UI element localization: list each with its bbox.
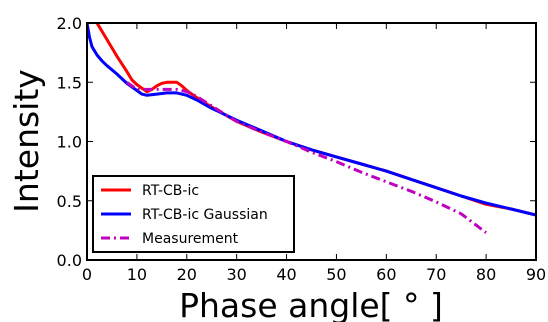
legend-label-1: RT-CB-ic bbox=[142, 183, 199, 199]
x-axis-label: Phase angle[ ° ] bbox=[179, 286, 443, 322]
x-tick-label: 40 bbox=[276, 265, 296, 284]
legend-label-3: Measurement bbox=[142, 231, 239, 247]
y-tick-label: 1.0 bbox=[57, 133, 82, 152]
x-tick-label: 70 bbox=[426, 265, 446, 284]
y-tick-label: 2.0 bbox=[57, 14, 82, 33]
series-layer bbox=[87, 23, 536, 234]
y-axis-label: Intensity bbox=[7, 69, 46, 213]
y-tick-label: 0.5 bbox=[57, 192, 82, 211]
x-tick-label: 60 bbox=[376, 265, 396, 284]
x-tick-label: 50 bbox=[326, 265, 346, 284]
x-tick-label: 0 bbox=[82, 265, 92, 284]
y-tick-label: 1.5 bbox=[57, 73, 82, 92]
legend: RT-CB-ic RT-CB-ic Gaussian Measurement bbox=[92, 175, 295, 253]
x-tick-label: 20 bbox=[177, 265, 197, 284]
x-tick-label: 10 bbox=[127, 265, 147, 284]
x-tick-label: 90 bbox=[526, 265, 546, 284]
series-line-3 bbox=[126, 81, 488, 234]
x-tick-label: 80 bbox=[476, 265, 496, 284]
x-tick-label: 30 bbox=[226, 265, 246, 284]
legend-label-2: RT-CB-ic Gaussian bbox=[142, 207, 268, 223]
y-tick-label: 0.0 bbox=[57, 251, 82, 270]
series-line-2 bbox=[87, 23, 536, 217]
ticks-layer: 0 10 20 30 40 50 60 70 80 90 0.0 0.5 1.0 1.5 2.0 bbox=[57, 14, 547, 284]
